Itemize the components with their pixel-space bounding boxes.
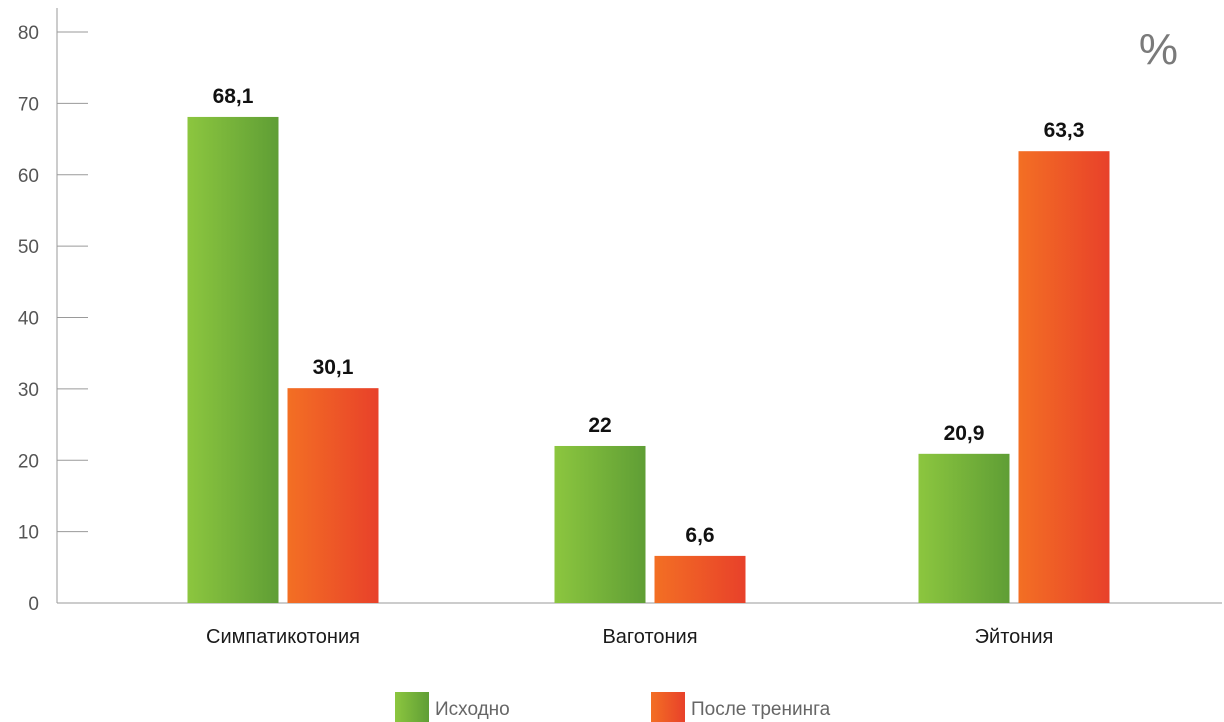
bar-after-training <box>654 555 746 603</box>
y-tick-label: 10 <box>18 523 39 544</box>
legend-label: После тренинга <box>691 699 831 720</box>
y-tick-label: 70 <box>18 94 39 115</box>
data-label: 22 <box>588 414 611 437</box>
x-category-label: Симпатикотония <box>206 626 360 648</box>
data-label: 30,1 <box>313 356 354 379</box>
y-tick-label: 20 <box>18 451 39 472</box>
data-label: 63,3 <box>1044 119 1085 142</box>
bar-initial <box>918 453 1010 603</box>
x-category-label: Ваготония <box>602 626 697 648</box>
y-tick-label: 40 <box>18 309 39 330</box>
x-category-label: Эйтония <box>975 626 1054 648</box>
axes: 0 10 20 30 40 50 60 70 80 Симпатикотония Ваготония… <box>18 8 1222 648</box>
bar-after-training <box>287 388 379 603</box>
bar-initial <box>187 116 279 603</box>
data-label: 20,9 <box>944 422 985 445</box>
y-tick-label: 50 <box>18 237 39 258</box>
bar-after-training <box>1018 151 1110 604</box>
y-tick-label: 30 <box>18 380 39 401</box>
data-labels: 68,1 30,1 22 6,6 20,9 63,3 <box>213 85 1085 547</box>
data-label: 68,1 <box>213 85 254 108</box>
legend-swatch <box>651 692 685 722</box>
legend-label: Исходно <box>435 699 510 720</box>
bar-initial <box>554 445 646 603</box>
y-tick-label: 80 <box>18 23 39 44</box>
bars <box>187 116 1110 604</box>
legend: Исходно После тренинга <box>395 692 831 722</box>
y-tick-label: 0 <box>28 594 39 615</box>
legend-swatch <box>395 692 429 722</box>
y-tick-label: 60 <box>18 166 39 187</box>
data-label: 6,6 <box>685 524 714 547</box>
unit-label: % <box>1139 25 1178 74</box>
